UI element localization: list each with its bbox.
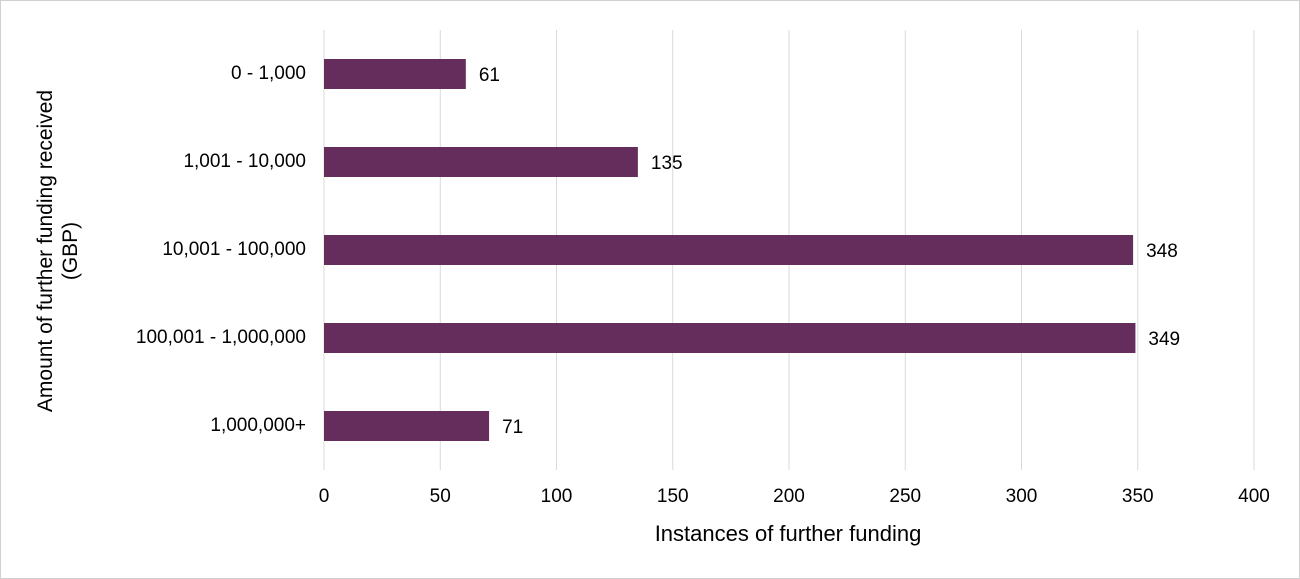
x-tick-label: 150	[657, 486, 689, 507]
y-tick-label: 10,001 - 100,000	[162, 239, 306, 260]
y-tick-label: 1,000,000+	[210, 415, 306, 436]
bar	[324, 235, 1134, 265]
x-tick-label: 50	[430, 486, 451, 507]
value-label: 71	[502, 417, 523, 438]
x-tick-label: 100	[541, 486, 573, 507]
value-label: 349	[1148, 329, 1180, 350]
y-tick-label: 0 - 1,000	[231, 63, 306, 84]
y-tick-label: 1,001 - 10,000	[183, 151, 306, 172]
x-tick-label: 200	[773, 486, 805, 507]
bar	[324, 411, 490, 441]
value-label: 61	[479, 65, 500, 86]
x-tick-label: 350	[1122, 486, 1154, 507]
x-tick-label: 400	[1238, 486, 1270, 507]
bar	[324, 323, 1136, 353]
bar	[324, 59, 466, 89]
y-axis-title: Amount of further funding received (GBP)	[34, 89, 82, 413]
y-tick-label: 100,001 - 1,000,000	[136, 327, 306, 348]
value-label: 135	[651, 153, 683, 174]
x-axis-title: Instances of further funding	[655, 521, 922, 546]
value-label: 348	[1146, 241, 1178, 262]
x-tick-label: 300	[1006, 486, 1038, 507]
x-tick-label: 250	[889, 486, 921, 507]
x-tick-label: 0	[319, 486, 330, 507]
bar	[324, 147, 638, 177]
